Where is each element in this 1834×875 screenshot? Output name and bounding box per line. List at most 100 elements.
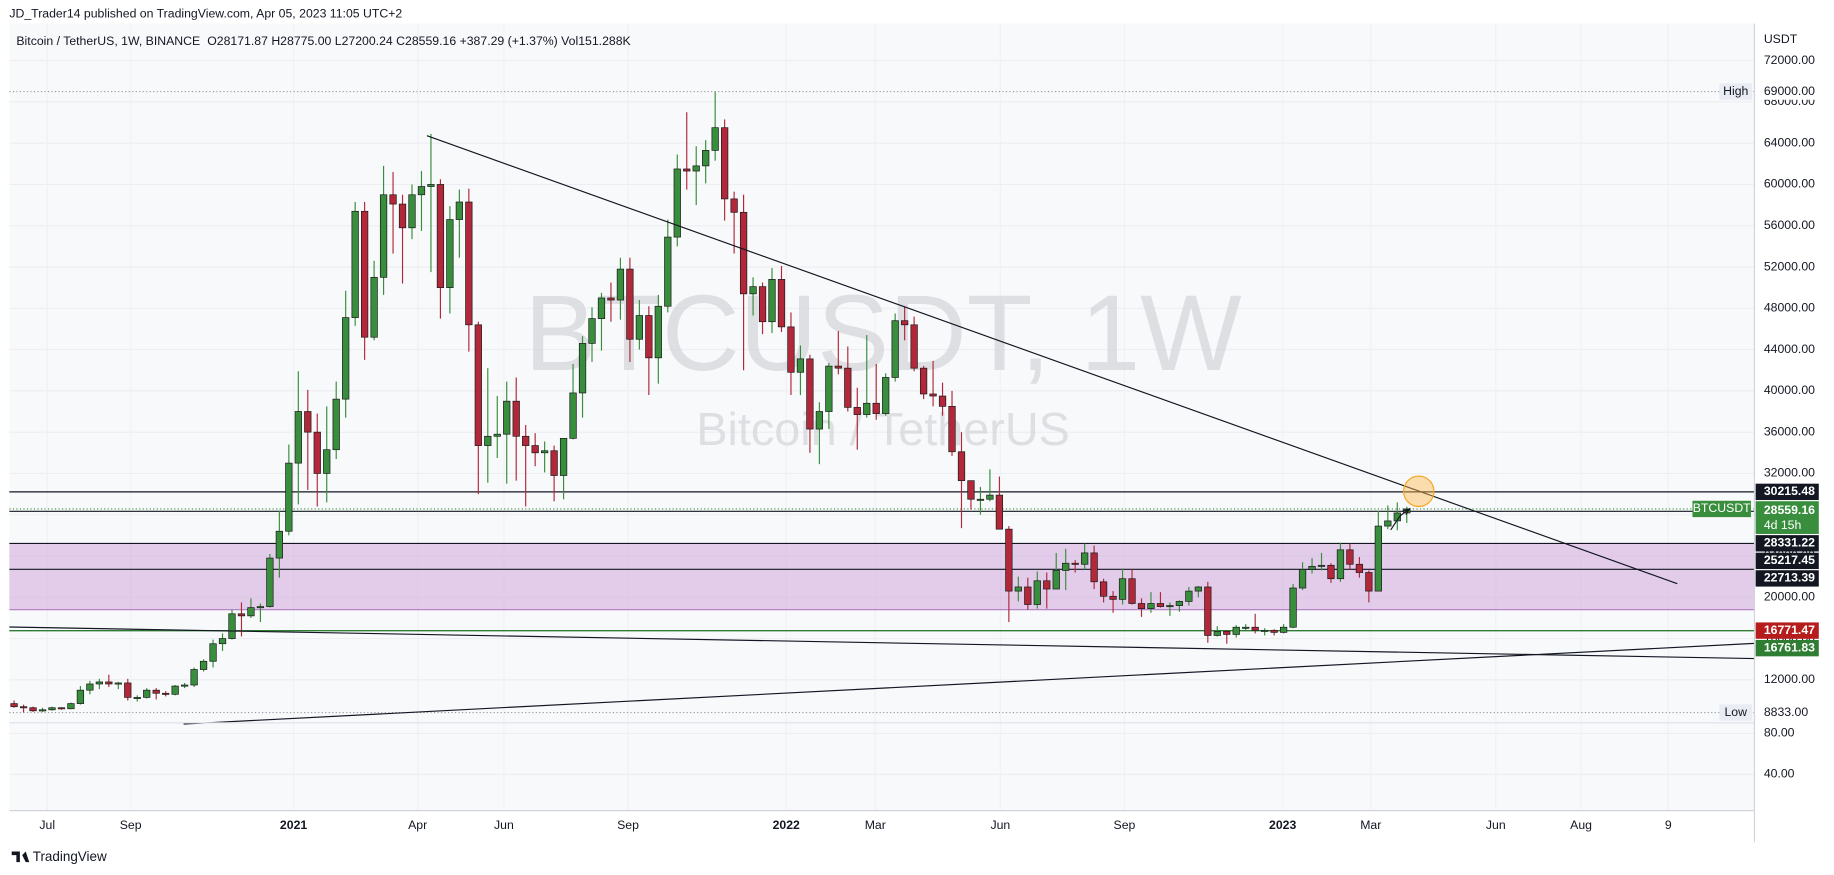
candle-body — [218, 638, 227, 645]
candle-body — [758, 286, 767, 323]
y-tick-label: 56000.00 — [1764, 218, 1815, 232]
candle-body — [1242, 626, 1250, 629]
candle-body — [1090, 552, 1098, 583]
candle-body — [664, 236, 672, 307]
level-label: 22713.39 — [1764, 571, 1815, 585]
level-label: 16771.47 — [1764, 623, 1815, 637]
y-tick-label: 20000.00 — [1764, 590, 1815, 604]
candle-body — [1137, 603, 1146, 609]
candle-body — [768, 279, 776, 323]
candle-body — [1194, 586, 1202, 592]
levels-layer — [9, 90, 1755, 714]
candle-body — [342, 317, 350, 400]
candle-body — [863, 402, 871, 415]
candle-body — [1166, 605, 1174, 608]
x-tick-label: Sep — [1114, 818, 1136, 832]
candle-body — [957, 451, 966, 482]
candle-body — [304, 411, 312, 433]
symbol-title: Bitcoin / TetherUS, 1W, BINANCE — [16, 34, 200, 48]
candle-body — [834, 365, 842, 369]
logo-icon — [11, 851, 30, 863]
candle-body — [1099, 581, 1108, 597]
x-tick-label: 2022 — [773, 818, 800, 832]
level-label: 28331.22 — [1764, 536, 1815, 550]
quote-values: O28171.87 H28775.00 L27200.24 C28559.16 … — [207, 34, 631, 48]
candle-body — [95, 681, 103, 685]
candles-layer — [10, 91, 1411, 713]
x-tick-label: Sep — [617, 818, 639, 832]
level-label-box — [1755, 622, 1819, 639]
candle-body — [1071, 562, 1079, 565]
arrow-head — [1402, 507, 1411, 515]
x-tick-label: 2021 — [280, 818, 307, 832]
zone — [9, 543, 1755, 610]
arrow — [1390, 508, 1410, 531]
candle-body — [635, 315, 644, 340]
candle-body — [597, 297, 606, 319]
candle-body — [531, 445, 539, 454]
candle-body — [825, 365, 833, 412]
candle-body — [872, 402, 880, 414]
candle-body — [493, 433, 501, 437]
candle-body — [1033, 580, 1041, 605]
candle-body — [1298, 569, 1307, 589]
candle-body — [806, 358, 814, 430]
candle-body — [10, 703, 18, 708]
candle-body — [512, 400, 520, 437]
candle-body — [541, 450, 549, 454]
trend-line — [183, 642, 1755, 725]
candle-body — [901, 320, 909, 326]
candle-body — [702, 150, 710, 167]
candle-body — [114, 682, 122, 685]
candle-body — [1289, 587, 1297, 628]
candle-body — [938, 395, 947, 407]
last-price-box — [1755, 501, 1819, 534]
candle-body — [1270, 629, 1278, 633]
candle-body — [398, 203, 407, 229]
candle-body — [1014, 586, 1022, 592]
candle-body — [446, 219, 454, 289]
x-tick-label: Jun — [1486, 818, 1506, 832]
candle-body — [645, 315, 653, 359]
high-name-box — [1719, 83, 1753, 100]
level-label: 30215.48 — [1764, 484, 1815, 498]
last-price-value: 28559.16 — [1764, 503, 1815, 517]
candle-body — [67, 703, 75, 710]
level-label-box — [1755, 535, 1819, 552]
candle-body — [1052, 570, 1060, 590]
candle-body — [275, 530, 283, 559]
candle-body — [76, 689, 85, 704]
candle-body — [180, 684, 189, 687]
candle-body — [323, 449, 331, 474]
candle-body — [351, 210, 359, 318]
candle-body — [1128, 578, 1136, 604]
candle-body — [815, 411, 824, 430]
candle-body — [190, 669, 198, 686]
candle-body — [777, 279, 786, 328]
candle-body — [929, 393, 937, 397]
candle-body — [673, 168, 681, 238]
candle-body — [1175, 601, 1184, 606]
high-name: High — [1723, 84, 1748, 98]
y-tick-label: 40000.00 — [1764, 383, 1815, 397]
trend-line — [426, 135, 1678, 585]
low-value-box — [1755, 704, 1826, 721]
candle-body — [455, 201, 463, 220]
y-tick-label: 32000.00 — [1764, 466, 1815, 480]
candle-body — [379, 194, 388, 278]
high-value-box — [1755, 83, 1826, 100]
candle-body — [1308, 565, 1316, 570]
candle-body — [1346, 549, 1354, 565]
symbol-label: BTCUSDT — [1693, 501, 1751, 515]
x-tick-label: Mar — [865, 818, 886, 832]
candle-body — [1118, 578, 1127, 600]
y-tick-label: 52000.00 — [1764, 259, 1815, 273]
x-tick-label: Sep — [120, 818, 142, 832]
candle-body — [919, 367, 928, 395]
candle-body — [38, 709, 47, 712]
candle-body — [361, 210, 369, 338]
level-label-box — [1755, 552, 1819, 570]
candle-body — [1213, 630, 1221, 636]
candle-body — [1204, 586, 1212, 636]
